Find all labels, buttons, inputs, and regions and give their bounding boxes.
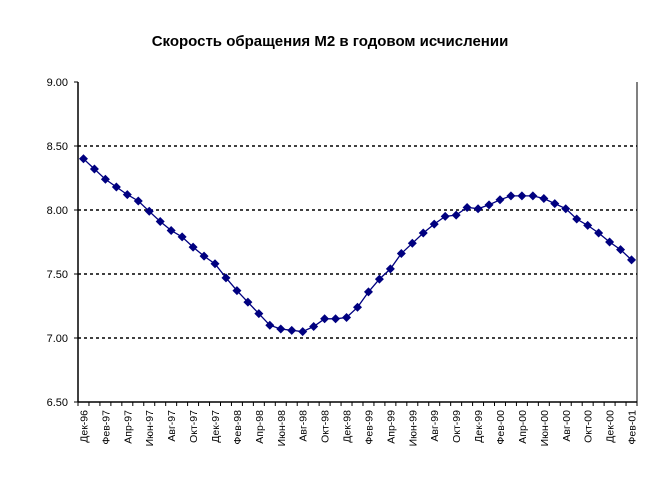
data-point-marker <box>605 237 615 247</box>
x-tick-label: Июн-97 <box>144 410 156 447</box>
data-point-marker <box>100 174 110 184</box>
data-point-marker <box>122 190 132 200</box>
data-point-marker <box>287 325 297 335</box>
data-point-marker <box>572 214 582 224</box>
x-tick-label: Апр-97 <box>122 410 134 444</box>
data-point-marker <box>616 245 626 255</box>
y-tick-label: 8.00 <box>47 205 68 217</box>
x-tick-label: Авг-00 <box>561 410 573 442</box>
y-tick-label: 7.50 <box>47 269 68 281</box>
x-tick-label: Апр-00 <box>517 410 529 444</box>
data-point-marker <box>276 324 286 334</box>
x-tick-label: Фев-97 <box>100 410 112 445</box>
data-point-marker <box>440 211 450 221</box>
data-point-marker <box>550 199 560 209</box>
data-point-marker <box>144 206 154 216</box>
x-tick-label: Окт-98 <box>320 410 332 443</box>
y-tick-label: 6.50 <box>47 397 68 409</box>
data-point-marker <box>462 202 472 212</box>
x-tick-label: Окт-97 <box>188 410 200 443</box>
data-point-marker <box>342 313 352 323</box>
y-tick-label: 9.00 <box>47 77 68 89</box>
data-point-marker <box>561 204 571 214</box>
x-tick-label: Авг-97 <box>166 410 178 442</box>
data-point-marker <box>166 225 176 235</box>
data-point-marker <box>265 320 275 330</box>
data-point-marker <box>155 217 165 227</box>
data-point-marker <box>451 210 461 220</box>
series-m2-velocity <box>78 154 637 337</box>
data-point-marker <box>506 191 516 201</box>
data-point-marker <box>177 232 187 242</box>
x-tick-label: Дек-96 <box>78 410 90 443</box>
data-point-marker <box>309 321 319 331</box>
x-tick-label: Июн-99 <box>407 410 419 447</box>
data-point-marker <box>111 182 121 192</box>
data-point-marker <box>418 228 428 238</box>
data-point-marker <box>331 314 341 324</box>
y-tick-label: 7.00 <box>47 333 68 345</box>
data-point-marker <box>539 193 549 203</box>
x-tick-label: Дек-00 <box>605 410 617 443</box>
data-point-marker <box>243 297 253 307</box>
data-point-marker <box>528 191 538 201</box>
data-point-marker <box>353 302 362 312</box>
data-point-marker <box>429 219 439 229</box>
x-tick-label: Авг-99 <box>429 410 441 442</box>
x-tick-label: Фев-01 <box>627 410 639 445</box>
data-point-marker <box>594 228 604 238</box>
x-tick-label: Дек-97 <box>210 410 222 443</box>
data-point-marker <box>396 249 406 259</box>
x-axis-ticks: Дек-96 Фев-97 Апр-97 Июн-97 Авг-97 Окт-97 Дек-… <box>77 402 639 447</box>
data-point-marker <box>188 242 198 252</box>
data-point-marker <box>199 251 209 261</box>
x-tick-label: Авг-98 <box>298 410 310 442</box>
data-point-marker <box>320 314 330 324</box>
y-tick-label: 8.50 <box>47 141 68 153</box>
data-point-marker <box>78 154 88 164</box>
x-tick-label: Апр-98 <box>254 410 266 444</box>
x-tick-label: Дек-99 <box>473 410 485 443</box>
data-point-marker <box>407 238 417 248</box>
y-axis-ticks: 6.50 7.00 7.50 8.00 8.50 9.00 <box>47 77 78 409</box>
data-point-marker <box>298 327 308 337</box>
data-point-marker <box>221 273 231 283</box>
data-point-marker <box>517 191 527 201</box>
data-point-marker <box>254 309 264 319</box>
data-point-marker <box>484 200 494 210</box>
data-point-marker <box>133 196 143 206</box>
data-point-marker <box>495 195 505 205</box>
x-tick-label: Фев-98 <box>232 410 244 445</box>
x-tick-label: Окт-99 <box>451 410 463 443</box>
x-tick-label: Окт-00 <box>583 410 595 443</box>
data-point-marker <box>374 274 384 284</box>
axes <box>77 82 638 403</box>
data-point-marker <box>385 264 395 274</box>
data-point-marker <box>583 220 593 230</box>
data-point-marker <box>363 287 373 297</box>
x-tick-label: Фев-00 <box>495 410 507 445</box>
x-tick-label: Фев-99 <box>363 410 375 445</box>
data-point-marker <box>89 164 99 174</box>
data-point-marker <box>473 204 483 214</box>
data-point-marker <box>232 286 242 296</box>
x-tick-label: Апр-99 <box>385 410 397 444</box>
x-tick-label: Дек-98 <box>342 410 354 443</box>
data-point-marker <box>627 255 637 265</box>
data-point-marker <box>210 259 220 269</box>
chart-title: Скорость обращения М2 в годовом исчислен… <box>152 33 509 50</box>
x-tick-label: Июн-98 <box>276 410 288 447</box>
x-tick-label: Июн-00 <box>539 410 551 447</box>
